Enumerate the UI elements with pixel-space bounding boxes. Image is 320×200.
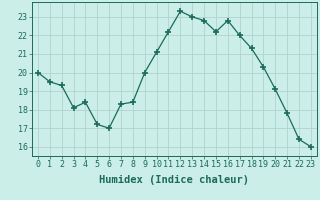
X-axis label: Humidex (Indice chaleur): Humidex (Indice chaleur) <box>100 175 249 185</box>
